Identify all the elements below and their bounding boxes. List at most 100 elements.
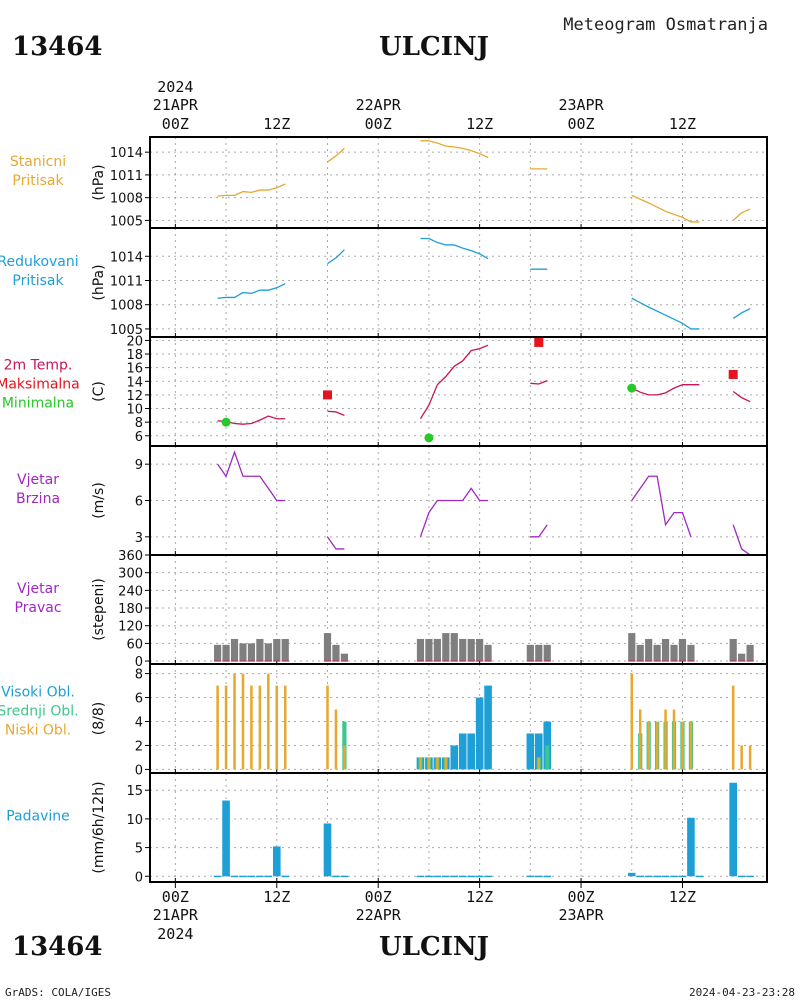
tmax-marker [534,337,544,347]
unit-label: (mm/6h/12h) [91,781,107,873]
bottom-date-label: 21APR [153,906,199,924]
top-date-label: 23APR [558,96,604,114]
low-cloud-bar [672,709,676,770]
y-tick-label: 1008 [110,192,143,207]
low-cloud-bar [224,685,228,770]
series-line [631,475,692,538]
direction-bar [636,644,644,662]
top-tick-label: 12Z [466,115,493,133]
panel-label: Padavine [6,809,70,825]
low-cloud-bar [681,721,684,770]
precip-bar [416,875,425,878]
temp-line [419,344,489,420]
low-cloud-bar [444,757,448,770]
temp-line [327,410,345,416]
bottom-year-label: 2024 [157,925,193,943]
top-date-label: 22APR [356,96,402,114]
y-tick-label: 16 [126,362,143,377]
y-tick-label: 60 [126,637,143,652]
direction-bar [230,638,239,662]
series-line [326,536,345,550]
direction-bar [661,638,670,662]
bottom-tick-label: 00Z [365,888,392,906]
direction-bar [450,633,458,662]
precip-bar [281,875,290,878]
panel-frame [149,772,768,883]
precip-bar [323,823,332,877]
precip-bar [450,875,459,878]
top-date-label: 21APR [153,96,199,114]
panel-label: Niski Obl. [5,723,71,739]
low-cloud-bar [740,745,743,770]
direction-bar [247,643,256,662]
low-cloud-bar [233,673,236,770]
bottom-tick-label: 00Z [568,888,595,906]
precip-bar [467,875,475,878]
series-line [530,524,548,538]
precip-bar [264,875,273,878]
precip-bar [670,875,678,878]
top-tick-label: 12Z [669,115,696,133]
high-cloud-bar [484,685,492,770]
precip-bar [543,875,552,878]
direction-bar [214,644,222,662]
y-tick-label: 1011 [110,274,143,289]
bottom-date-label: 22APR [356,906,402,924]
low-cloud-bar [250,685,253,770]
direction-bar [264,643,272,662]
panel-label: Pravac [14,600,61,616]
low-cloud-bar [241,673,245,770]
y-tick-label: 3 [135,531,143,546]
low-cloud-bar [647,721,650,770]
panel-frame [149,336,768,447]
direction-bar [467,638,475,662]
y-tick-label: 4 [135,715,143,730]
panel-label: Minimalna [2,396,74,412]
direction-bar [239,643,247,662]
y-tick-label: 1014 [110,146,143,161]
precip-bar [644,875,653,878]
panel-wind_speed: 3 6 9 (m/s) Vjetar Brzina [16,445,768,556]
panel-label: Redukovani [0,254,79,270]
precip-bar [661,875,670,878]
precip-bar [213,875,222,878]
bottom-tick-label: 00Z [162,888,189,906]
direction-bar [273,638,281,662]
low-cloud-bar [267,673,270,770]
series-line [732,524,751,556]
precip-bar [636,875,645,878]
series-line [217,283,286,299]
precip-bar [458,875,467,878]
high-cloud-bar [467,733,475,770]
temp-line [631,384,700,396]
panel-label: Pritisak [12,173,64,189]
low-cloud-bar [283,685,287,770]
panel-clouds: 0 2 4 6 8 (8/8) Visoki Obl. Srednji Obl. Niski O… [0,663,768,778]
grads-credit: GrADS: COLA/IGES [5,986,111,999]
low-cloud-bar [275,685,279,770]
direction-bar [256,638,264,662]
panel-label: Srednji Obl. [0,704,79,720]
y-tick-label: 9 [135,458,143,473]
y-tick-label: 240 [118,584,143,599]
bottom-tick-label: 12Z [466,888,493,906]
panel-wind_direction: 0 60 120 180 240 300 360 (stepeni) Vjetar Pravac [14,549,768,670]
y-tick-label: 0 [135,870,143,885]
direction-bar [526,644,534,662]
precip-bar [425,875,433,878]
low-cloud-bar [638,709,642,770]
y-tick-label: 8 [135,416,143,431]
y-tick-label: 6 [135,495,143,510]
tmin-marker [221,417,231,427]
series-line [420,140,489,159]
tmax-marker [322,390,332,400]
high-cloud-bar [458,733,467,770]
series-line [327,147,345,163]
direction-bar [332,644,340,662]
precip-bar [340,875,349,878]
panel-precip: 0 5 10 15 (mm/6h/12h) Padavine [6,772,768,885]
y-tick-label: 360 [118,549,143,564]
direction-bar [628,633,636,662]
panel-label: 2m Temp. [4,358,73,374]
direction-bar [484,644,492,662]
